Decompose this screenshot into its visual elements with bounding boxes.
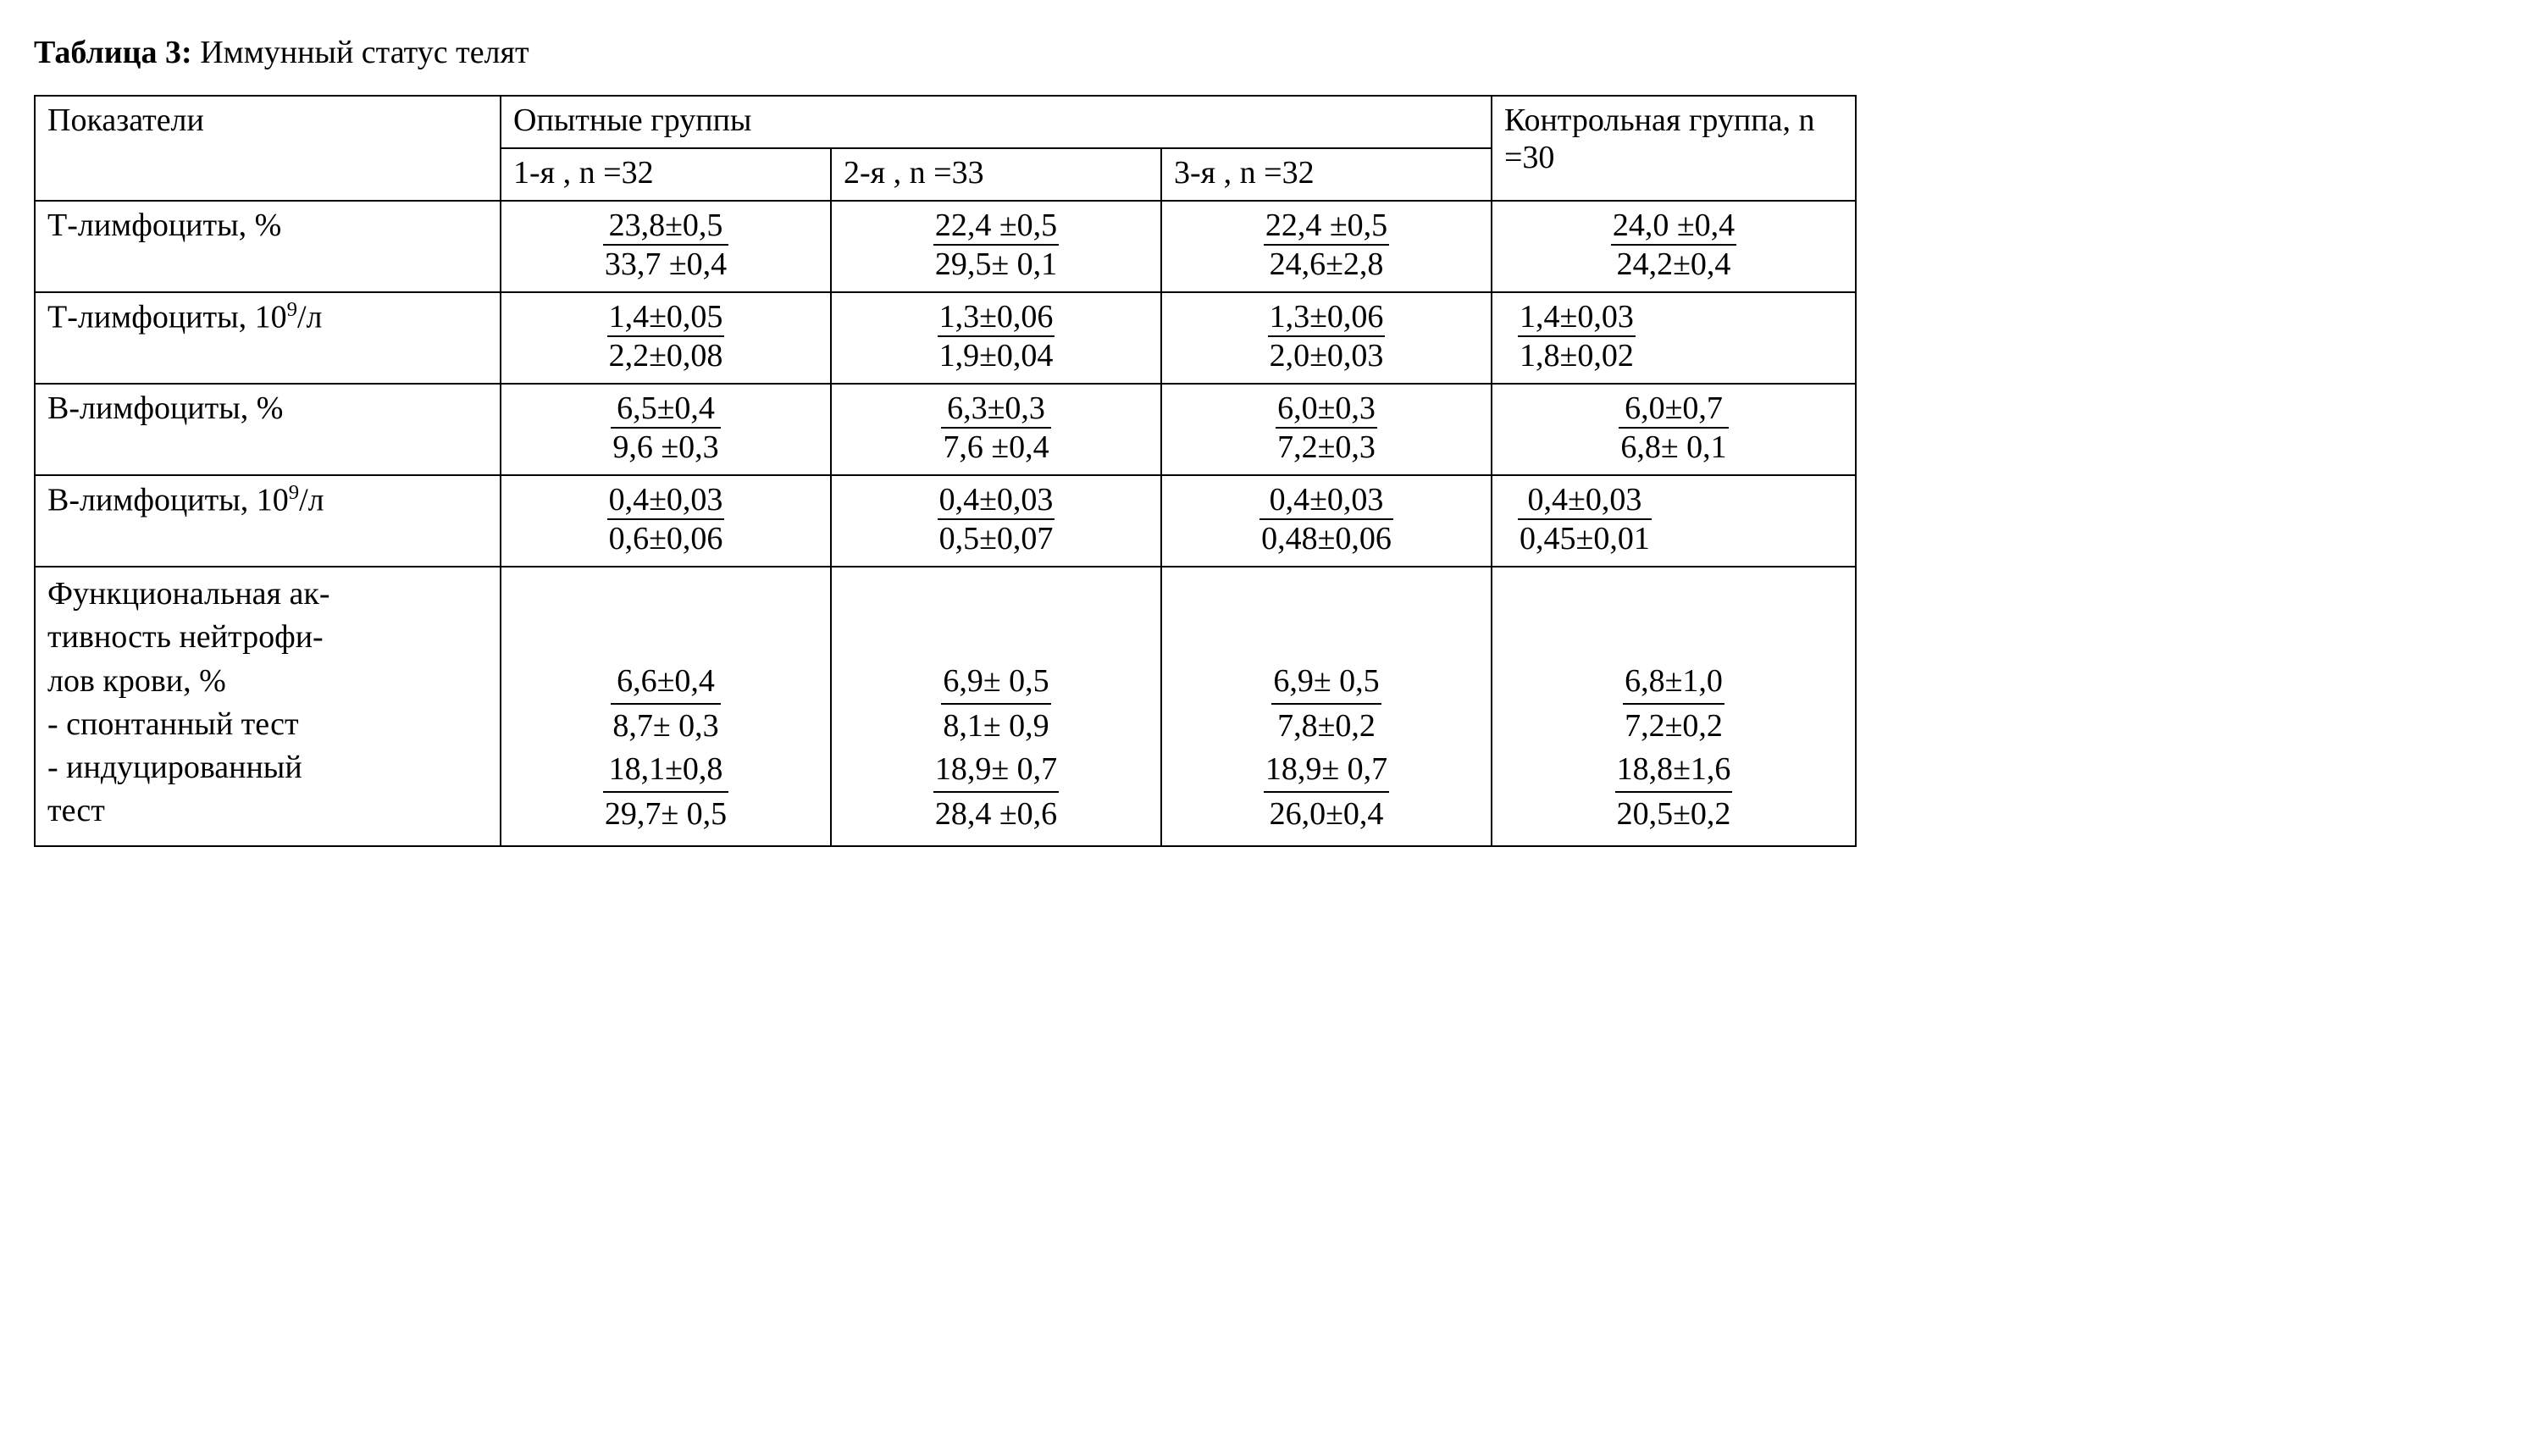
cell-value: 22,4 ±0,529,5± 0,1 [831,201,1161,292]
table-number: Таблица 3: [34,35,192,70]
row-label: В-лимфоциты, 109/л [35,475,501,567]
table-row: Функциональная ак- тивность нейтрофи- ло… [35,567,1856,846]
table-row: В-лимфоциты, % 6,5±0,49,6 ±0,3 6,3±0,37,… [35,384,1856,475]
table-row: Т-лимфоциты, % 23,8±0,533,7 ±0,4 22,4 ±0… [35,201,1856,292]
cell-value: 0,4±0,030,5±0,07 [831,475,1161,567]
row-label: Т-лимфоциты, % [35,201,501,292]
cell-value: 6,8±1,07,2±0,2 18,8±1,620,5±0,2 [1492,567,1856,846]
cell-value: 1,4±0,052,2±0,08 [501,292,831,384]
cell-value: 1,3±0,062,0±0,03 [1161,292,1492,384]
immune-status-table: Показатели Опытные группы Контрольная гр… [34,95,1857,847]
table-row: Т-лимфоциты, 109/л 1,4±0,052,2±0,08 1,3±… [35,292,1856,384]
header-experimental-groups: Опытные группы [501,96,1492,148]
cell-value: 1,4±0,031,8±0,02 [1492,292,1856,384]
cell-value: 0,4±0,030,6±0,06 [501,475,831,567]
cell-value: 6,6±0,48,7± 0,3 18,1±0,829,7± 0,5 [501,567,831,846]
header-control-group: Контрольная группа, n =30 [1492,96,1856,201]
cell-value: 0,4±0,030,48±0,06 [1161,475,1492,567]
table-row: В-лимфоциты, 109/л 0,4±0,030,6±0,06 0,4±… [35,475,1856,567]
header-group-2: 2-я , n =33 [831,148,1161,201]
cell-value: 24,0 ±0,424,2±0,4 [1492,201,1856,292]
cell-value: 6,0±0,76,8± 0,1 [1492,384,1856,475]
cell-value: 6,5±0,49,6 ±0,3 [501,384,831,475]
cell-value: 6,0±0,37,2±0,3 [1161,384,1492,475]
header-group-3: 3-я , n =32 [1161,148,1492,201]
cell-value: 1,3±0,061,9±0,04 [831,292,1161,384]
table-title: Иммунный статус телят [200,35,529,70]
header-indicators: Показатели [35,96,501,201]
table-caption: Таблица 3: Иммунный статус телят [34,34,2507,71]
row-label-functional: Функциональная ак- тивность нейтрофи- ло… [35,567,501,846]
cell-value: 22,4 ±0,524,6±2,8 [1161,201,1492,292]
cell-value: 6,9± 0,58,1± 0,9 18,9± 0,728,4 ±0,6 [831,567,1161,846]
cell-value: 23,8±0,533,7 ±0,4 [501,201,831,292]
cell-value: 6,9± 0,57,8±0,2 18,9± 0,726,0±0,4 [1161,567,1492,846]
cell-value: 0,4±0,030,45±0,01 [1492,475,1856,567]
header-group-1: 1-я , n =32 [501,148,831,201]
row-label: В-лимфоциты, % [35,384,501,475]
cell-value: 6,3±0,37,6 ±0,4 [831,384,1161,475]
row-label: Т-лимфоциты, 109/л [35,292,501,384]
